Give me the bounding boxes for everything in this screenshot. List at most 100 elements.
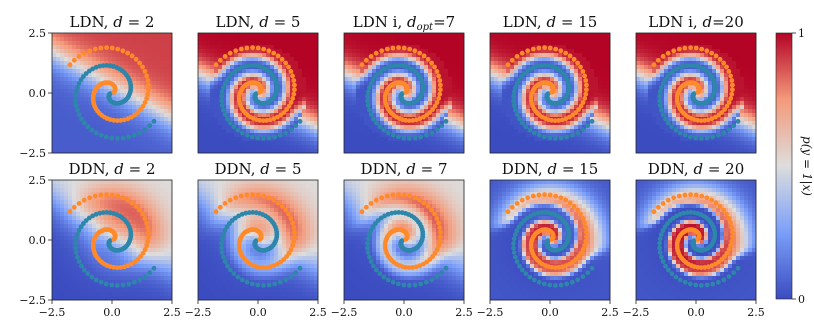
heatmap-cell: [574, 53, 579, 58]
heatmap-cell: [428, 77, 433, 82]
scatter-point-class-1: [140, 103, 146, 109]
heatmap-cell: [226, 57, 231, 62]
heatmap-cell: [416, 85, 421, 90]
heatmap-cell: [436, 33, 441, 38]
heatmap-cell: [120, 77, 125, 82]
heatmap-cell: [92, 133, 97, 138]
heatmap-cell: [582, 45, 587, 50]
heatmap-cell: [242, 133, 247, 138]
heatmap-cell: [206, 69, 211, 74]
heatmap-cell: [644, 129, 649, 134]
heatmap-cell: [306, 41, 311, 46]
heatmap-cell: [210, 125, 215, 130]
heatmap-cell: [92, 37, 97, 42]
heatmap-cell: [518, 137, 523, 142]
heatmap-cell: [652, 85, 657, 90]
scatter-point-class-0: [115, 136, 120, 141]
scatter-point-class-1: [290, 96, 296, 101]
heatmap-cell: [554, 77, 559, 82]
heatmap-cell: [96, 41, 101, 46]
heatmap-cell: [344, 117, 349, 122]
heatmap-cell: [64, 113, 69, 118]
heatmap-cell: [238, 41, 243, 46]
heatmap-cell: [538, 97, 543, 102]
scatter-point-class-0: [531, 130, 537, 136]
heatmap-cell: [546, 125, 551, 130]
heatmap-cell: [546, 145, 551, 150]
heatmap-cell: [298, 81, 303, 86]
scatter-point-class-0: [255, 135, 261, 141]
heatmap-cell: [298, 41, 303, 46]
heatmap-cell: [286, 133, 291, 138]
heatmap-cell: [424, 105, 429, 110]
heatmap-cell: [376, 49, 381, 54]
heatmap-cell: [704, 41, 709, 46]
heatmap-cell: [570, 101, 575, 106]
heatmap-cell: [412, 97, 417, 102]
heatmap-cell: [404, 37, 409, 42]
heatmap-cell: [72, 69, 77, 74]
heatmap-cell: [740, 133, 745, 138]
heatmap-cell: [636, 53, 641, 58]
scatter-point-class-1: [288, 100, 294, 105]
heatmap-cell: [728, 137, 733, 142]
heatmap-cell: [282, 33, 287, 38]
heatmap-cell: [582, 37, 587, 42]
heatmap-cell: [360, 145, 365, 150]
heatmap-cell: [452, 69, 457, 74]
heatmap-cell: [120, 121, 125, 126]
heatmap-cell: [444, 77, 449, 82]
heatmap-cell: [578, 69, 583, 74]
heatmap-cell: [534, 133, 539, 138]
heatmap-cell: [274, 45, 279, 50]
heatmap-cell: [644, 113, 649, 118]
heatmap-cell: [696, 149, 701, 154]
heatmap-cell: [514, 145, 519, 150]
heatmap-cell: [648, 81, 653, 86]
heatmap-cell: [156, 41, 161, 46]
heatmap-cell: [302, 129, 307, 134]
heatmap-cell: [266, 133, 271, 138]
heatmap-cell: [732, 37, 737, 42]
heatmap-cell: [128, 37, 133, 42]
heatmap-cell: [376, 113, 381, 118]
heatmap-cell: [52, 149, 57, 154]
heatmap-cell: [416, 149, 421, 154]
heatmap-cell: [108, 109, 113, 114]
heatmap-cell: [404, 77, 409, 82]
heatmap-cell: [360, 105, 365, 110]
heatmap-cell: [502, 45, 507, 50]
heatmap-cell: [660, 61, 665, 66]
heatmap-cell: [452, 81, 457, 86]
heatmap-cell: [590, 93, 595, 98]
heatmap-cell: [364, 145, 369, 150]
heatmap-cell: [380, 37, 385, 42]
heatmap-cell: [160, 45, 165, 50]
heatmap-cell: [124, 77, 129, 82]
scatter-point-class-1: [363, 57, 369, 63]
heatmap-cell: [558, 33, 563, 38]
heatmap-cell: [740, 125, 745, 130]
heatmap-cell: [672, 37, 677, 42]
heatmap-cell: [168, 97, 173, 102]
heatmap-cell: [728, 33, 733, 38]
heatmap-cell: [594, 97, 599, 102]
heatmap-cell: [214, 45, 219, 50]
heatmap-cell: [306, 149, 311, 154]
scatter-point-class-0: [288, 127, 294, 132]
heatmap-cell: [732, 69, 737, 74]
heatmap-cell: [546, 85, 551, 90]
scatter-point-class-0: [220, 85, 226, 90]
heatmap-cell: [498, 45, 503, 50]
heatmap-cell: [72, 109, 77, 114]
heatmap-cell: [152, 105, 157, 110]
heatmap-cell: [364, 85, 369, 90]
heatmap-cell: [206, 137, 211, 142]
heatmap-cell: [538, 145, 543, 150]
heatmap-cell: [234, 45, 239, 50]
heatmap-cell: [602, 41, 607, 46]
heatmap-cell: [506, 141, 511, 146]
heatmap-cell: [68, 101, 73, 106]
heatmap-cell: [202, 93, 207, 98]
heatmap-cell: [444, 137, 449, 142]
